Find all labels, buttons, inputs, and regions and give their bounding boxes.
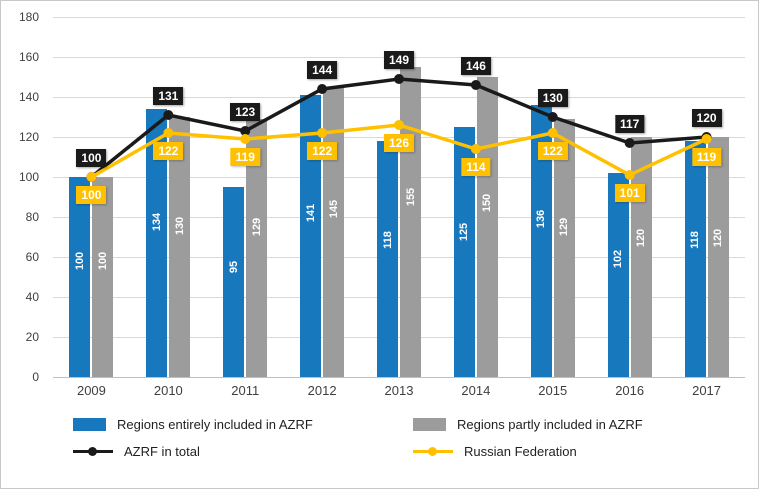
bar-regions-entirely-included-in-azrf-2017: 118	[684, 141, 706, 377]
marker-russian-federation-2015	[547, 128, 558, 138]
marker-azrf-in-total-2015	[547, 112, 558, 122]
x-tick-label-2015: 2015	[538, 383, 568, 398]
bar-regions-partly-included-in-azrf-2014: 150	[476, 77, 498, 377]
bar-regions-entirely-included-in-azrf-2009: 100	[69, 177, 91, 377]
y-tick-label: 120	[18, 130, 39, 144]
plot-area: 100 134 95 141 118 125 136 102 118 100 130 129 145 15…	[53, 17, 745, 378]
legend-item-regions-entirely: Regions entirely included in AZRF	[73, 417, 413, 432]
legend-dot-icon	[428, 447, 437, 456]
y-tick-label: 80	[25, 210, 39, 224]
bar-regions-entirely-included-in-azrf-2011: 95	[223, 187, 245, 377]
legend-swatch-black-line	[73, 445, 113, 458]
x-axis-labels: 2009 2010 2011 2012 2013 2014 2015 2016 2017	[53, 379, 745, 401]
legend-item-azrf-total: AZRF in total	[73, 444, 413, 459]
legend-swatch-yellow-line	[413, 445, 453, 458]
marker-russian-federation-2013	[394, 120, 404, 130]
gridline	[53, 97, 745, 98]
x-tick-label-2017: 2017	[692, 383, 722, 398]
legend-dot-icon	[88, 447, 97, 456]
marker-russian-federation-2010	[163, 128, 174, 138]
bar-regions-entirely-included-in-azrf-2012: 141	[300, 95, 322, 377]
legend-swatch-blue-bar	[73, 418, 106, 431]
gridline	[53, 337, 745, 338]
marker-azrf-in-total-2016	[624, 138, 635, 148]
line-russian-federation	[90, 123, 708, 179]
marker-russian-federation-2012	[317, 128, 328, 138]
marker-azrf-in-total-2013	[394, 74, 404, 84]
legend-item-regions-partly: Regions partly included in AZRF	[413, 417, 713, 432]
marker-russian-federation-2016	[624, 170, 635, 180]
y-tick-label: 60	[25, 250, 39, 264]
legend-label-regions-entirely: Regions entirely included in AZRF	[117, 417, 313, 432]
marker-azrf-in-total-2014	[470, 80, 481, 90]
legend-item-russian-federation: Russian Federation	[413, 444, 713, 459]
bar-regions-partly-included-in-azrf-2015: 129	[553, 119, 575, 377]
legend-label-regions-partly: Regions partly included in AZRF	[457, 417, 643, 432]
y-tick-label: 180	[18, 10, 39, 24]
bar-regions-entirely-included-in-azrf-2016: 102	[607, 173, 629, 377]
legend-label-azrf-total: AZRF in total	[124, 444, 200, 459]
y-tick-label: 0	[32, 370, 39, 384]
y-tick-label: 160	[18, 50, 39, 64]
gridline	[53, 177, 745, 178]
legend-label-russian-federation: Russian Federation	[464, 444, 577, 459]
marker-russian-federation-2009	[86, 172, 97, 182]
bar-regions-partly-included-in-azrf-2009: 100	[92, 177, 114, 377]
gridline	[53, 217, 745, 218]
marker-azrf-in-total-2012	[317, 84, 328, 94]
bar-regions-entirely-included-in-azrf-2013: 118	[377, 141, 398, 377]
marker-azrf-in-total-2011	[240, 126, 251, 136]
line-series-layer	[86, 74, 712, 182]
marker-russian-federation-2014	[470, 144, 481, 154]
x-tick-label-2016: 2016	[615, 383, 645, 398]
gridline	[53, 257, 745, 258]
bar-regions-partly-included-in-azrf-2017: 120	[707, 137, 729, 377]
legend-swatch-gray-bar	[413, 418, 446, 431]
y-axis-labels: 0 20 40 60 80 100 120 140 160 180	[1, 10, 47, 384]
y-tick-label: 40	[25, 290, 39, 304]
y-tick-label: 100	[18, 170, 39, 184]
x-tick-label-2014: 2014	[461, 383, 491, 398]
bar-regions-entirely-included-in-azrf-2015: 136	[530, 105, 552, 377]
x-tick-label-2013: 2013	[384, 383, 414, 398]
bar-regions-entirely-included-in-azrf-2010: 134	[146, 109, 168, 377]
bar-regions-partly-included-in-azrf-2011: 129	[246, 119, 268, 377]
marker-azrf-in-total-2010	[163, 110, 174, 120]
bar-regions-partly-included-in-azrf-2010: 130	[169, 117, 191, 377]
gridline	[53, 377, 745, 378]
bar-regions-entirely-included-in-azrf-2014: 125	[453, 127, 475, 377]
x-tick-label-2011: 2011	[231, 383, 260, 398]
y-tick-label: 140	[18, 90, 39, 104]
legend: Regions entirely included in AZRF Region…	[73, 417, 713, 459]
x-tick-label-2012: 2012	[307, 383, 337, 398]
y-tick-label: 20	[25, 330, 39, 344]
x-tick-label-2009: 2009	[76, 383, 106, 398]
gridline	[53, 297, 745, 298]
x-tick-label-2010: 2010	[153, 383, 183, 398]
gridline	[53, 17, 745, 18]
marker-russian-federation-2017	[701, 134, 712, 144]
marker-russian-federation-2011	[240, 134, 251, 144]
